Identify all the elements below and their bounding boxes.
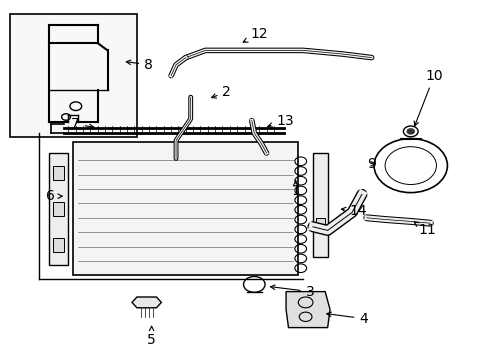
Text: 9: 9 (366, 157, 375, 171)
Text: 8: 8 (126, 58, 153, 72)
Bar (73, 142, 298, 275)
Text: 11: 11 (413, 222, 435, 237)
Polygon shape (285, 292, 329, 328)
Text: 6: 6 (46, 189, 62, 203)
Text: 14: 14 (341, 204, 366, 217)
Text: 10: 10 (413, 69, 442, 126)
Text: 4: 4 (326, 312, 367, 325)
Text: 1: 1 (290, 181, 299, 198)
Bar (315, 218, 324, 232)
Polygon shape (132, 297, 161, 308)
Bar (49, 153, 68, 265)
Circle shape (406, 129, 414, 134)
Bar (53, 166, 63, 180)
Bar (312, 153, 327, 257)
Bar (10, 14, 137, 137)
Bar (53, 202, 63, 216)
Text: 7: 7 (71, 117, 94, 131)
Text: 3: 3 (270, 285, 314, 298)
Text: 5: 5 (147, 326, 156, 347)
Text: 12: 12 (243, 27, 267, 42)
Text: 2: 2 (211, 85, 231, 99)
Bar (53, 238, 63, 252)
Text: 13: 13 (267, 114, 293, 127)
